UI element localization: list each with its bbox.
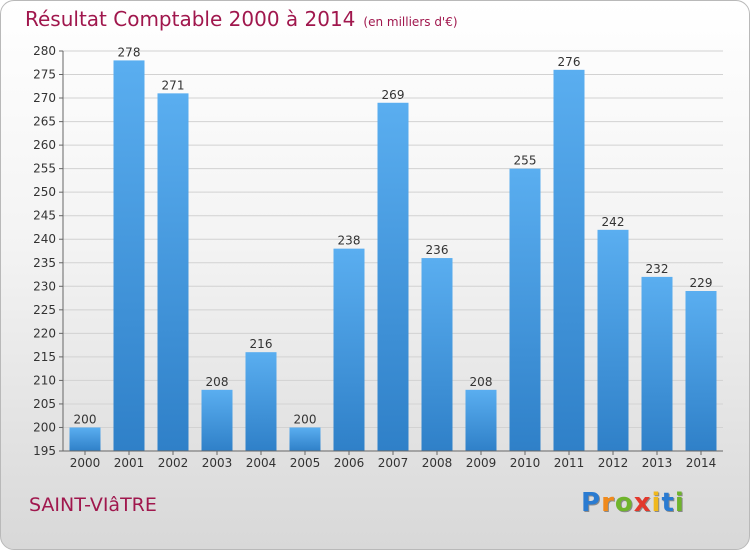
bar-2003 — [201, 389, 233, 451]
y-tick-label: 265 — [33, 115, 56, 129]
y-tick-label: 255 — [33, 162, 56, 176]
bar-2007 — [377, 102, 409, 451]
x-tick-label-2003: 2003 — [202, 456, 233, 470]
y-tick-label: 250 — [33, 185, 56, 199]
chart-unit-label: (en milliers d'€) — [363, 15, 458, 29]
y-tick-label: 260 — [33, 138, 56, 152]
bar-2008 — [421, 258, 453, 451]
y-tick-label: 235 — [33, 256, 56, 270]
bar-2009 — [465, 389, 497, 451]
y-tick-label: 240 — [33, 232, 56, 246]
x-tick-label-2014: 2014 — [686, 456, 717, 470]
value-label-2008: 236 — [426, 243, 449, 257]
value-label-2004: 216 — [250, 337, 273, 351]
bar-2014 — [685, 291, 717, 451]
bar-2002 — [157, 93, 189, 452]
value-label-2010: 255 — [514, 154, 537, 168]
commune-name: SAINT-VIâTRE — [29, 494, 157, 516]
x-tick-label-2011: 2011 — [554, 456, 585, 470]
x-tick-label-2013: 2013 — [642, 456, 673, 470]
x-tick-label-2012: 2012 — [598, 456, 629, 470]
chart-title: Résultat Comptable 2000 à 2014 (en millie… — [25, 7, 458, 31]
y-tick-label: 280 — [33, 44, 56, 58]
x-tick-label-2007: 2007 — [378, 456, 409, 470]
x-tick-label-2006: 2006 — [334, 456, 365, 470]
y-tick-label: 215 — [33, 350, 56, 364]
value-label-2014: 229 — [690, 276, 713, 290]
logo-letter: t — [661, 488, 675, 518]
y-tick-label: 200 — [33, 420, 56, 434]
value-label-2003: 208 — [206, 375, 229, 389]
y-tick-label: 220 — [33, 326, 56, 340]
value-label-2009: 208 — [470, 375, 493, 389]
y-tick-label: 210 — [33, 373, 56, 387]
bar-2010 — [509, 168, 541, 451]
value-label-2000: 200 — [74, 412, 97, 426]
value-label-2001: 278 — [118, 45, 141, 59]
value-label-2012: 242 — [602, 215, 625, 229]
x-axis-ticks: 2000 2001 2002 2003 2004 2005 2006 2007 2008 2009… — [70, 451, 717, 470]
bar-2011 — [553, 69, 585, 451]
y-tick-label: 230 — [33, 279, 56, 293]
bar-2005 — [289, 427, 321, 451]
bar-2001 — [113, 60, 145, 451]
logo-letter: o — [614, 488, 634, 518]
proxiti-logo: Proxiti — [581, 488, 685, 518]
bar-2004 — [245, 352, 277, 451]
y-tick-label: 245 — [33, 209, 56, 223]
y-tick-label: 275 — [33, 68, 56, 82]
value-labels: 200 278 271 208 216 200 238 269 236 208 255 276 242 2… — [74, 45, 713, 426]
x-tick-label-2005: 2005 — [290, 456, 321, 470]
x-tick-label-2001: 2001 — [114, 456, 145, 470]
x-tick-label-2010: 2010 — [510, 456, 541, 470]
value-label-2013: 232 — [646, 262, 669, 276]
y-tick-label: 270 — [33, 91, 56, 105]
bar-2006 — [333, 248, 365, 451]
bar-2013 — [641, 276, 673, 451]
y-tick-label: 195 — [33, 444, 56, 458]
logo-letter: P — [581, 488, 602, 518]
value-label-2005: 200 — [294, 412, 317, 426]
chart-title-text: Résultat Comptable 2000 à 2014 — [25, 7, 356, 31]
value-label-2002: 271 — [162, 78, 185, 92]
bars — [69, 60, 717, 452]
x-tick-label-2004: 2004 — [246, 456, 277, 470]
x-tick-label-2002: 2002 — [158, 456, 189, 470]
value-label-2011: 276 — [558, 55, 581, 69]
x-tick-label-2000: 2000 — [70, 456, 101, 470]
y-axis-ticks: 195 200 205 210 215 220 225 230 235 240 245 250 255 2… — [33, 44, 63, 458]
y-tick-label: 225 — [33, 303, 56, 317]
logo-letter: i — [674, 488, 685, 518]
bar-2000 — [69, 427, 101, 451]
x-tick-label-2008: 2008 — [422, 456, 453, 470]
bar-2012 — [597, 229, 629, 451]
value-label-2007: 269 — [382, 88, 405, 102]
logo-letter: i — [651, 488, 662, 518]
y-tick-label: 205 — [33, 397, 56, 411]
logo-letter: x — [633, 488, 652, 518]
logo-letter: r — [601, 488, 615, 518]
value-label-2006: 238 — [338, 234, 361, 248]
x-tick-label-2009: 2009 — [466, 456, 497, 470]
